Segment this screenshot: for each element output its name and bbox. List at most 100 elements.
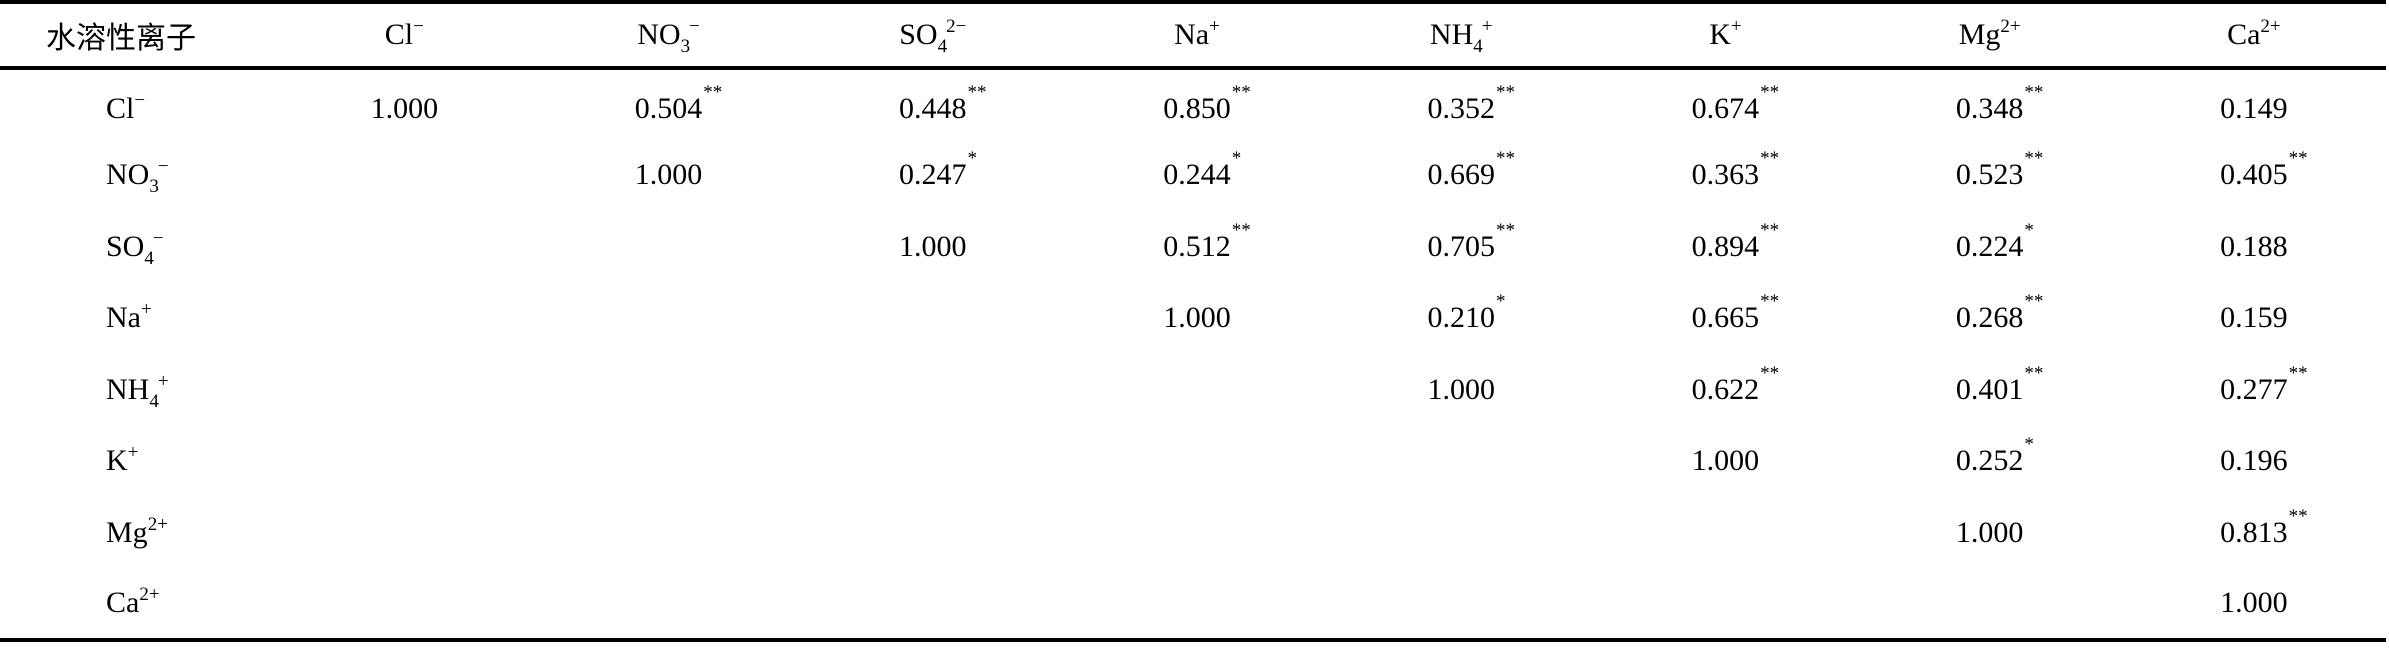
table-cell	[1858, 569, 2122, 641]
table-cell: 0.363 **	[1593, 140, 1857, 212]
table-cell	[1329, 569, 1593, 641]
table-cell: 1.000	[1593, 426, 1857, 498]
ion-subscript: 4	[144, 247, 154, 269]
value-text: 0.850	[1163, 91, 1231, 125]
table-header: 水溶性离子 Cl− NO3− SO42− Na+ NH4+ K+ Mg2+ Ca2+	[0, 2, 2386, 68]
value-text: 0.669	[1427, 158, 1495, 192]
correlation-value: 0.850 **	[1163, 82, 1251, 126]
value-text: 0.210	[1427, 301, 1495, 335]
table-cell: 0.705 **	[1329, 211, 1593, 283]
significance-marker: *	[2024, 434, 2034, 456]
table-cell	[801, 569, 1065, 641]
value-text: 0.401	[1955, 372, 2024, 406]
correlation-value: 0.665 **	[1692, 291, 1780, 335]
column-ion: Ca2+	[2227, 16, 2281, 51]
value-text: 0.504	[634, 91, 703, 125]
value-text: 0.813	[2220, 515, 2288, 549]
row-ion: NH4+	[106, 371, 169, 412]
value-text: 1.000	[1691, 444, 1760, 478]
correlation-value: 0.705 **	[1427, 220, 1515, 264]
row-header: Mg2+	[0, 497, 272, 569]
table-body: Cl− 1.000 0.504 ** 0.448 ** 0.850 ** 0.352 ** 0.67…	[0, 68, 2386, 640]
significance-marker: **	[703, 81, 723, 103]
table-cell	[1593, 497, 1857, 569]
table-cell	[272, 569, 536, 641]
ion-symbol: SO	[899, 18, 938, 51]
correlation-value: 1.000	[899, 230, 967, 264]
correlation-value: 0.512 **	[1163, 220, 1251, 264]
table-cell: 1.000	[2122, 569, 2386, 641]
significance-marker: *	[967, 148, 978, 170]
significance-marker: **	[1495, 148, 1515, 170]
row-header: NO3−	[0, 140, 272, 212]
table-cell: 1.000	[272, 68, 536, 140]
ion-symbol: Mg	[106, 515, 148, 549]
value-text: 0.705	[1427, 229, 1495, 263]
ion-symbol: Ca	[2227, 18, 2261, 51]
significance-marker: **	[1495, 81, 1515, 103]
correlation-value: 1.000	[1427, 373, 1495, 407]
significance-marker: **	[1760, 219, 1780, 241]
correlation-value: 0.523 **	[1956, 148, 2044, 192]
row-header: Na+	[0, 283, 272, 355]
column-header: K+	[1593, 2, 1857, 68]
correlation-value: 0.244 *	[1163, 148, 1241, 192]
significance-marker: **	[1760, 362, 1780, 384]
correlation-value: 0.159	[2220, 301, 2288, 335]
correlation-value: 0.252 *	[1956, 434, 2034, 478]
ion-symbol: NO	[106, 158, 150, 192]
value-text: 0.277	[2220, 372, 2288, 406]
table-cell: 0.188	[2122, 211, 2386, 283]
table-cell: 0.622 **	[1593, 354, 1857, 426]
row-ion: K+	[106, 442, 139, 477]
value-text: 0.244	[1163, 158, 1231, 192]
ion-symbol: NH	[1429, 18, 1474, 51]
correlation-value: 0.196	[2220, 444, 2288, 478]
ion-symbol: K	[1709, 18, 1731, 51]
correlation-value: 0.504 **	[634, 82, 723, 126]
column-header: NO3−	[536, 2, 800, 68]
ion-subscript: 4	[1473, 36, 1483, 57]
table-cell	[536, 426, 800, 498]
row-header: K+	[0, 426, 272, 498]
table-cell: 0.348 **	[1858, 68, 2122, 140]
ion-symbol: Na	[106, 301, 141, 335]
ion-charge: +	[127, 442, 139, 464]
row-header: Cl−	[0, 68, 272, 140]
column-header: Ca2+	[2122, 2, 2386, 68]
table-row: Mg2+ 1.000 0.813 **	[0, 497, 2386, 569]
ion-subscript: 4	[937, 36, 948, 57]
table-cell	[801, 283, 1065, 355]
ion-subscript: 3	[149, 176, 159, 198]
correlation-value: 1.000	[2220, 586, 2288, 620]
ion-symbol: Mg	[1958, 18, 2001, 51]
table-cell	[272, 283, 536, 355]
ion-charge: −	[152, 227, 164, 249]
value-text: 1.000	[899, 229, 967, 263]
table-cell: 0.159	[2122, 283, 2386, 355]
value-text: 0.894	[1691, 229, 1760, 263]
table-cell: 0.252 *	[1858, 426, 2122, 498]
table-cell: 1.000	[536, 140, 800, 212]
column-ion: K+	[1709, 16, 1741, 51]
column-ion: NO3−	[637, 16, 700, 57]
correlation-value: 0.348 **	[1955, 82, 2044, 126]
row-ion: Na+	[106, 299, 152, 335]
value-text: 0.448	[899, 91, 967, 125]
value-text: 1.000	[2220, 586, 2288, 620]
ion-charge: +	[140, 299, 152, 321]
table-cell: 0.512 **	[1065, 211, 1329, 283]
column-header: Na+	[1065, 2, 1329, 68]
correlation-value: 0.813 **	[2220, 506, 2308, 550]
ion-symbol: Cl	[106, 91, 135, 125]
correlation-value: 0.268 **	[1956, 291, 2044, 335]
value-text: 0.348	[1955, 91, 2024, 125]
value-text: 0.512	[1163, 229, 1231, 263]
ion-symbol: Na	[1174, 18, 1210, 51]
table-cell: 0.523 **	[1858, 140, 2122, 212]
row-header: NH4+	[0, 354, 272, 426]
correlation-value: 1.000	[1163, 301, 1231, 335]
correlation-value: 0.363 **	[1692, 148, 1780, 192]
corner-header: 水溶性离子	[46, 22, 196, 55]
table-cell	[272, 211, 536, 283]
